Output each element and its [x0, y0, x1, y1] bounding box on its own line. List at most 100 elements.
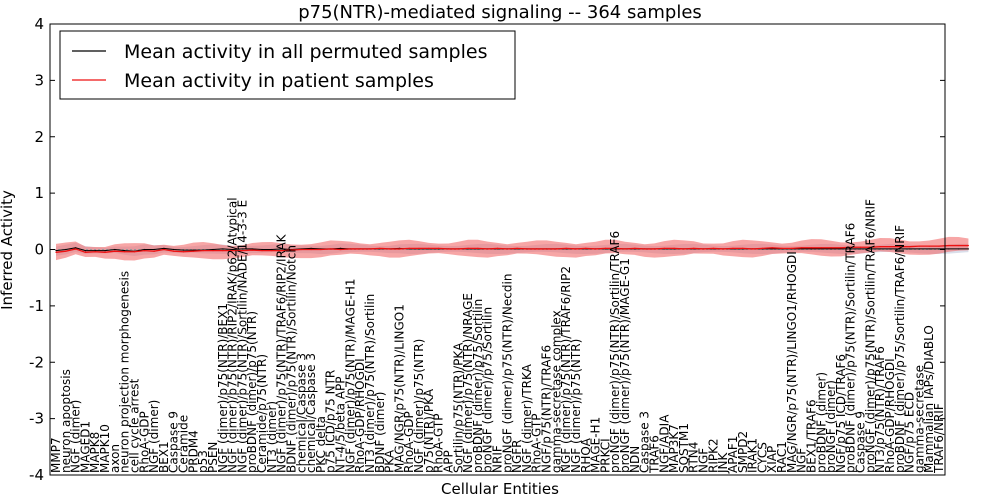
- data-point-patient: [516, 247, 518, 249]
- y-tick-label: -3: [29, 410, 44, 428]
- data-point-patient: [379, 247, 381, 249]
- x-tick-label: BEX1: [157, 441, 171, 473]
- data-point-permuted: [801, 248, 803, 250]
- data-point-patient: [595, 248, 597, 250]
- data-point-permuted: [212, 248, 214, 251]
- data-point-permuted: [879, 248, 881, 250]
- data-point-permuted: [958, 248, 960, 250]
- data-point-patient: [506, 248, 508, 250]
- data-point-patient: [143, 250, 145, 252]
- data-point-patient: [545, 248, 548, 250]
- x-tick-label: RhoA-GTP: [432, 414, 446, 473]
- data-point-permuted: [163, 247, 165, 249]
- axes: -4 -3 -2 -1 0 1 2 3 4: [29, 15, 946, 484]
- data-point-patient: [496, 247, 499, 249]
- data-point-patient: [467, 247, 469, 249]
- x-tick-label: proNGF (dimer)/p75/Sortilin: [481, 307, 495, 473]
- data-point-permuted: [192, 249, 194, 251]
- x-tick-label: APP: [441, 450, 455, 473]
- x-tick-label: chemical/Caspase 3: [304, 353, 318, 473]
- x-tick-label: Ceramide/p75(NTR): [255, 354, 269, 473]
- data-point-permuted: [114, 248, 116, 251]
- data-point-patient: [222, 250, 224, 252]
- x-tick-label: proNGF (dimer)/p75(NTR)/Necdin: [500, 274, 514, 473]
- x-tick-label: proNGF (dimer): [824, 380, 838, 473]
- x-tick-label: MAGED1: [78, 421, 92, 473]
- x-tick-label: Caspase 9: [167, 411, 181, 473]
- data-point-patient: [830, 247, 832, 249]
- data-point-permuted: [251, 248, 253, 250]
- data-point-patient: [918, 245, 920, 247]
- data-point-patient: [75, 248, 77, 250]
- data-point-patient: [869, 246, 871, 248]
- data-point-permuted: [908, 248, 911, 250]
- data-point-permuted: [899, 248, 901, 250]
- x-tick-label: p75 ICD/p75 NTR: [324, 370, 338, 473]
- y-tick-label: 2: [34, 128, 44, 146]
- data-point-patient: [212, 250, 214, 252]
- x-tick-label: p75(NTR)/PKA: [422, 388, 436, 473]
- data-point-patient: [438, 247, 440, 249]
- legend-box: [59, 30, 516, 100]
- data-point-patient: [683, 248, 685, 250]
- x-tick-label: NRIF: [491, 445, 505, 473]
- x-tick-label: NT3 (dimer): [265, 401, 279, 473]
- x-tick-label: MAP3K7: [667, 424, 681, 473]
- x-tick-label: NGF (dimer)/p75(NTR)/BEX1: [216, 303, 230, 473]
- data-point-patient: [536, 248, 538, 250]
- data-point-patient: [359, 248, 361, 250]
- x-tick-label: NGF: [795, 448, 809, 473]
- data-point-patient: [889, 246, 891, 248]
- data-point-patient: [182, 251, 185, 253]
- x-tick-label: NGF (dimer)/p75(NTR): [412, 339, 426, 473]
- data-point-patient: [761, 247, 764, 249]
- data-point-patient: [555, 248, 557, 250]
- data-point-permuted: [271, 248, 273, 251]
- data-point-patient: [133, 251, 136, 253]
- data-point-patient: [124, 251, 126, 253]
- data-point-permuted: [771, 248, 773, 250]
- data-point-patient: [153, 250, 155, 252]
- data-point-patient: [232, 250, 234, 252]
- x-tick-label: MAG/NGR/p75(NTR)/LINGO1: [392, 304, 406, 473]
- x-tick-label: MAPK10: [98, 424, 112, 473]
- series-line-patient: [55, 244, 969, 253]
- data-point-patient: [967, 244, 970, 247]
- data-point-patient: [330, 248, 332, 250]
- x-tick-label: NGF (dimer)/p75(NTR)/Sortilin/NADE/14-3-…: [235, 200, 249, 473]
- y-tick-label: 3: [34, 71, 44, 89]
- x-tick-label: proBDNF (dimer)/p75/Sortilin/TRAF6/NRIF: [893, 225, 907, 473]
- x-tick-label: NGF: [697, 448, 711, 473]
- data-point-permuted: [143, 248, 145, 251]
- x-tick-label: gamma-secretase complex: [549, 310, 563, 473]
- data-point-patient: [526, 248, 528, 250]
- data-point-patient: [55, 251, 57, 253]
- data-point-patient: [673, 247, 675, 249]
- x-tick-label: PSEN: [206, 442, 220, 473]
- chart-title: p75(NTR)-mediated signaling -- 364 sampl…: [298, 2, 702, 23]
- data-point-patient: [388, 248, 391, 250]
- data-point-patient: [94, 251, 96, 253]
- x-tick-label: axon: [108, 444, 122, 473]
- x-tick-label: Sortilin/p75(NTR)/PKA: [451, 342, 465, 473]
- data-point-patient: [398, 248, 400, 250]
- x-tick-label: NGF/p75 ECD: [903, 392, 917, 473]
- x-tick-label: proBDNF (dimer)/p75(NTR)/Sortilin/TRAF6: [844, 223, 858, 473]
- y-tick-label: -4: [29, 466, 44, 484]
- data-point-permuted: [75, 247, 77, 249]
- x-tick-label: neuron apoptosis: [59, 369, 73, 473]
- x-tick-label: PKC delta: [314, 416, 328, 473]
- data-point-patient: [928, 245, 930, 247]
- data-point-patient: [614, 247, 616, 249]
- x-tick-label: NGFR: [510, 439, 524, 473]
- data-point-patient: [202, 250, 204, 252]
- data-point-permuted: [820, 248, 822, 250]
- data-point-permuted: [222, 248, 224, 250]
- data-point-patient: [251, 249, 253, 251]
- data-point-patient: [791, 247, 793, 249]
- x-tick-label: NGF (dimer): [69, 400, 83, 473]
- data-point-patient: [192, 250, 194, 252]
- data-point-permuted: [241, 248, 244, 250]
- x-tick-label: NGF (dimer)/p75(NTR)/NRAGE: [461, 293, 475, 473]
